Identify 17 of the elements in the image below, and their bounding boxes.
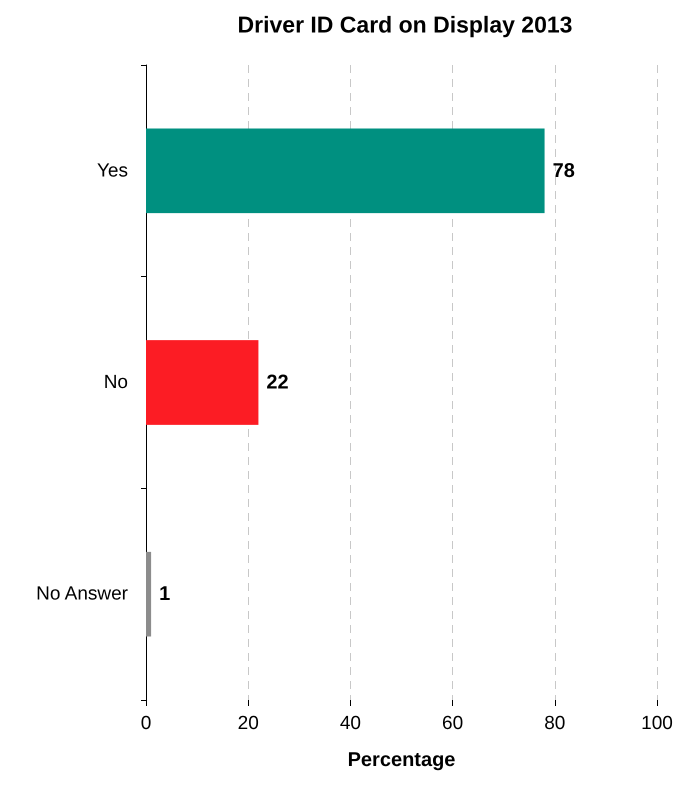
- x-tick-label: 100: [641, 713, 673, 734]
- x-tick-label: 40: [340, 713, 361, 734]
- data-label: 22: [266, 372, 289, 394]
- y-tick-label: No Answer: [36, 584, 129, 605]
- bar: [146, 340, 258, 425]
- x-tick-label: 0: [140, 713, 152, 734]
- x-tick-label: 80: [544, 713, 566, 734]
- data-label: 1: [159, 583, 170, 606]
- y-tick-label: Yes: [97, 160, 128, 182]
- x-axis-title: Percentage: [348, 749, 456, 771]
- bar: [146, 552, 152, 636]
- data-label: 78: [552, 160, 575, 182]
- chart-title: Driver ID Card on Display 2013: [238, 12, 572, 38]
- bar: [146, 128, 545, 214]
- x-tick-label: 60: [442, 713, 464, 734]
- x-tick-label: 20: [238, 713, 259, 734]
- y-tick-label: No: [104, 372, 128, 393]
